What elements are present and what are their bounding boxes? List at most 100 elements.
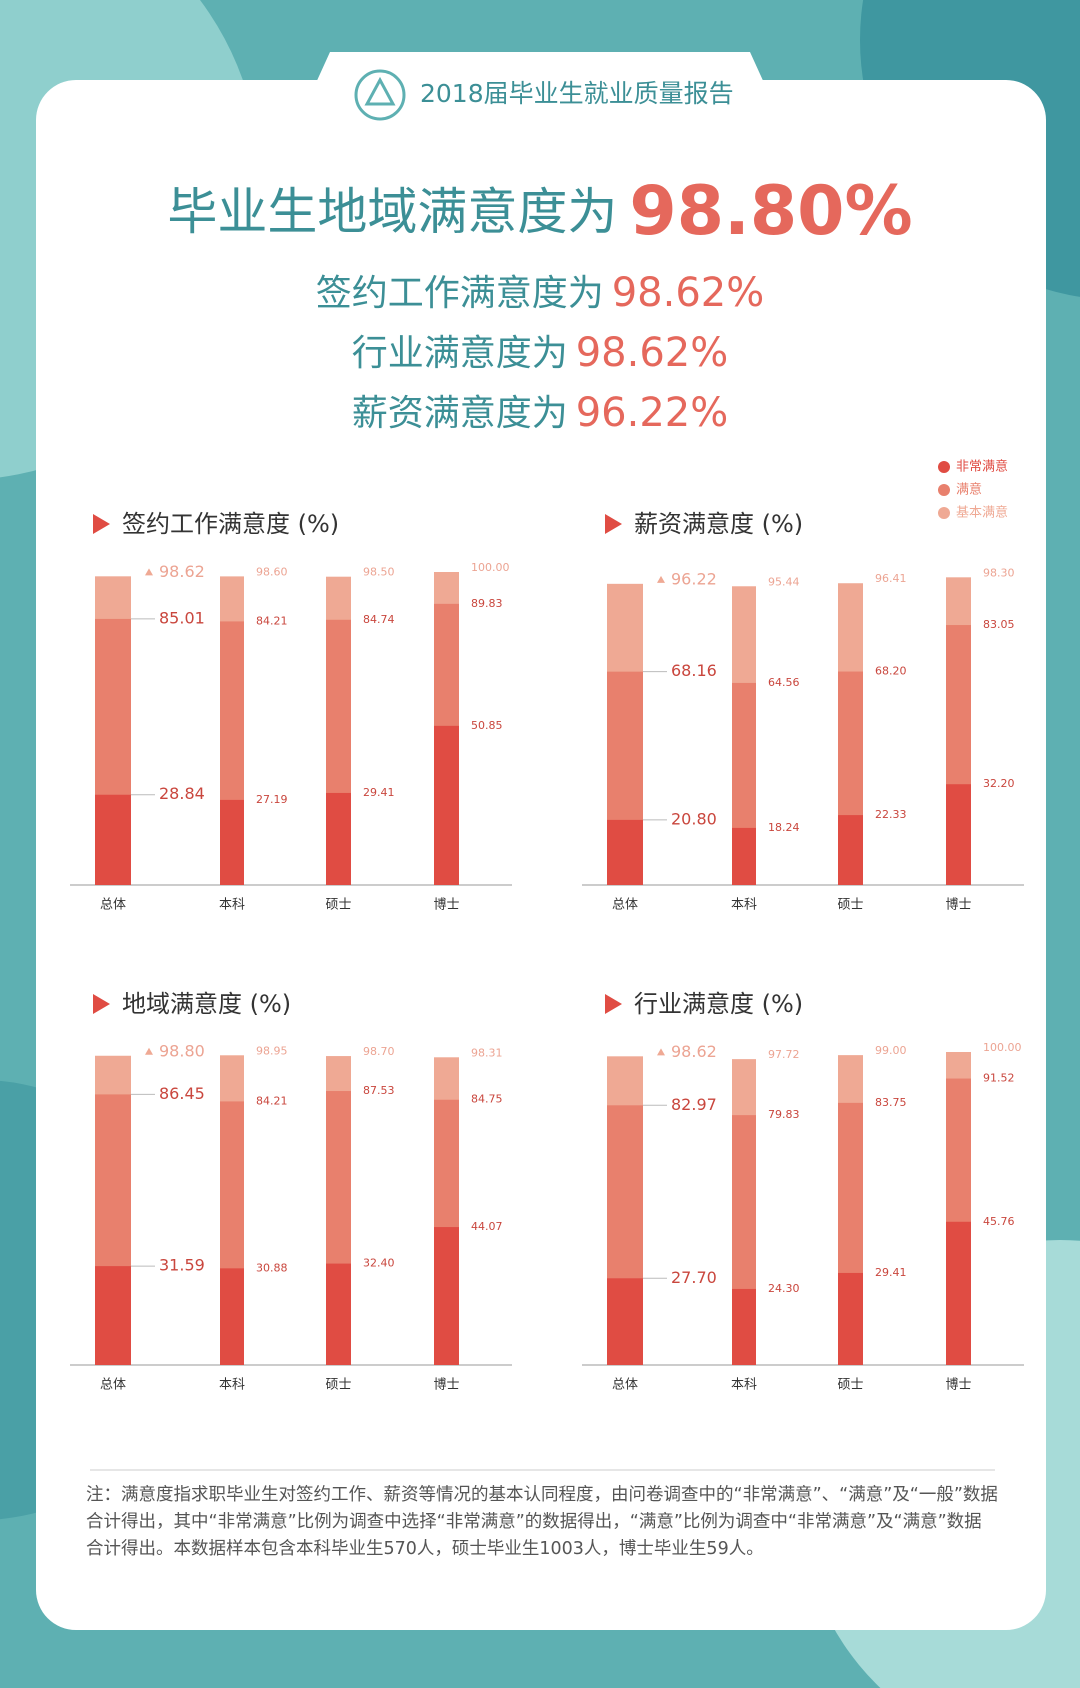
value-label: 98.50 — [363, 566, 395, 579]
bar — [946, 784, 971, 885]
x-tick-label: 硕士 — [837, 1378, 863, 1393]
value-label: 100.00 — [471, 561, 510, 574]
x-tick-label: 硕士 — [837, 898, 863, 913]
legend-label: 满意 — [956, 482, 982, 498]
value-label: 98.70 — [363, 1045, 395, 1058]
value-label: 27.70 — [671, 1268, 717, 1287]
card — [36, 80, 1046, 1630]
logo — [354, 69, 406, 121]
legend-label: 基本满意 — [956, 505, 1008, 521]
total-marker — [145, 568, 153, 576]
bar — [732, 827, 756, 885]
subheadline-value: 98.62% — [576, 330, 729, 376]
x-tick-label: 总体 — [612, 1378, 638, 1393]
total-marker — [657, 575, 665, 583]
chart-title: 地域满意度 (%) — [122, 990, 291, 1018]
value-label: 82.97 — [671, 1095, 717, 1114]
subheadline-text: 签约工作满意度为 — [316, 273, 604, 314]
x-tick-label: 硕士 — [325, 898, 351, 913]
legend-swatch — [938, 484, 950, 496]
subheadline: 薪资满意度为 96.22% — [352, 390, 729, 436]
x-tick-label: 博士 — [945, 898, 971, 913]
value-label: 20.80 — [671, 809, 717, 828]
legend-swatch — [938, 461, 950, 473]
x-tick-label: 总体 — [100, 898, 126, 913]
x-tick-label: 总体 — [612, 898, 638, 913]
value-label: 83.75 — [875, 1096, 907, 1109]
total-marker — [145, 1047, 153, 1055]
headline-text: 毕业生地域满意度为 — [167, 183, 617, 241]
value-label: 50.85 — [471, 719, 503, 732]
value-label: 79.83 — [768, 1108, 800, 1121]
bar — [220, 1268, 244, 1365]
value-label: 84.21 — [256, 1094, 288, 1107]
value-label: 98.95 — [256, 1044, 288, 1057]
chart-title: 行业满意度 (%) — [634, 990, 803, 1018]
value-label: 87.53 — [363, 1084, 395, 1097]
value-label: 31.59 — [159, 1256, 205, 1275]
header-title: 2018届毕业生就业质量报告 — [420, 79, 734, 108]
title-marker — [93, 514, 110, 534]
subheadline-text: 行业满意度为 — [352, 333, 568, 374]
value-label: 84.74 — [363, 613, 395, 626]
bar — [838, 1272, 863, 1365]
title-marker — [605, 994, 622, 1014]
bar — [326, 792, 351, 885]
value-label: 30.88 — [256, 1261, 288, 1274]
value-label: 85.01 — [159, 608, 205, 627]
value-label: 96.22 — [671, 569, 717, 588]
headline: 毕业生地域满意度为 98.80% — [167, 172, 912, 251]
value-label: 83.05 — [983, 618, 1015, 631]
subheadline-value: 98.62% — [612, 270, 765, 316]
value-label: 29.41 — [363, 786, 395, 799]
value-label: 89.83 — [471, 597, 503, 610]
total-marker — [657, 1048, 665, 1056]
x-tick-label: 博士 — [433, 1378, 459, 1393]
x-tick-label: 本科 — [219, 898, 245, 913]
x-tick-label: 本科 — [731, 898, 757, 913]
subheadline: 行业满意度为 98.62% — [352, 330, 729, 376]
legend-label: 非常满意 — [956, 459, 1008, 475]
chart-title: 薪资满意度 (%) — [634, 510, 803, 538]
bar — [607, 1278, 643, 1365]
bar — [220, 799, 244, 885]
value-label: 32.40 — [363, 1257, 395, 1270]
value-label: 99.00 — [875, 1044, 907, 1057]
value-label: 68.20 — [875, 665, 907, 678]
note: 注：满意度指求职毕业生对签约工作、薪资等情况的基本认同程度，由问卷调查中的“非常… — [86, 1485, 998, 1559]
value-label: 98.62 — [671, 1042, 717, 1061]
bar — [732, 1288, 756, 1365]
value-label: 91.52 — [983, 1072, 1015, 1085]
value-label: 32.20 — [983, 777, 1015, 790]
title-marker — [93, 994, 110, 1014]
value-label: 86.45 — [159, 1084, 205, 1103]
logo-mark — [364, 76, 396, 106]
value-label: 84.75 — [471, 1093, 503, 1106]
bar — [95, 1266, 131, 1365]
value-label: 98.30 — [983, 566, 1015, 579]
legend-swatch — [938, 507, 950, 519]
x-tick-label: 博士 — [433, 898, 459, 913]
x-tick-label: 本科 — [219, 1378, 245, 1393]
value-label: 45.76 — [983, 1215, 1015, 1228]
chart-title: 签约工作满意度 (%) — [122, 510, 339, 538]
value-label: 98.31 — [471, 1046, 503, 1059]
value-label: 18.24 — [768, 821, 800, 834]
value-label: 98.60 — [256, 565, 288, 578]
value-label: 44.07 — [471, 1220, 503, 1233]
value-label: 27.19 — [256, 793, 288, 806]
value-label: 100.00 — [983, 1041, 1022, 1054]
bar — [838, 815, 863, 885]
title-marker — [605, 514, 622, 534]
x-tick-label: 硕士 — [325, 1378, 351, 1393]
bar — [434, 1227, 459, 1365]
bar — [95, 794, 131, 885]
headline-value: 98.80% — [629, 172, 912, 251]
bar — [326, 1263, 351, 1365]
bar — [946, 1221, 971, 1365]
value-label: 29.41 — [875, 1266, 907, 1279]
subheadline: 签约工作满意度为 98.62% — [316, 270, 765, 316]
value-label: 28.84 — [159, 784, 205, 803]
